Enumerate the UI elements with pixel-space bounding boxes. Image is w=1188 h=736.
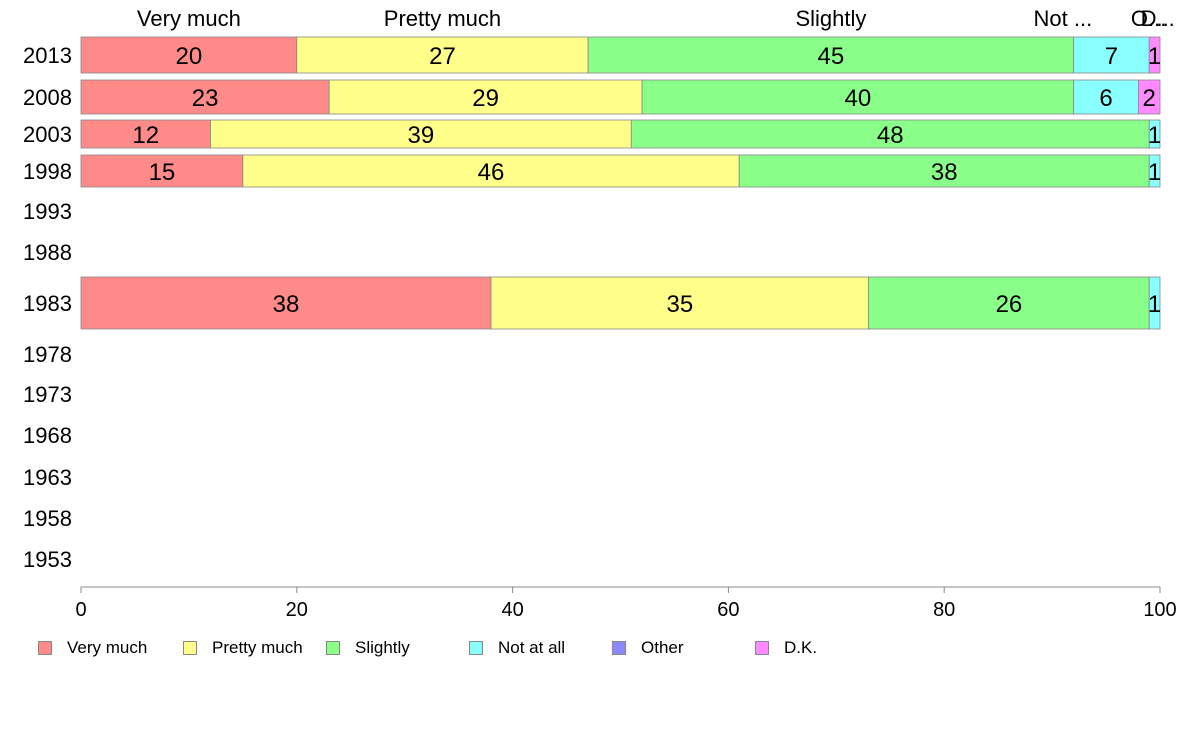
year-label-2003: 2003 (23, 122, 72, 147)
bar-2008-pretty-much (328, 79, 643, 115)
bar-1998-slightly (738, 154, 1150, 188)
year-label-1988: 1988 (23, 240, 72, 265)
legend-swatch (183, 641, 197, 655)
value-label-1983-0: 38 (273, 291, 300, 318)
value-label-2003-3: 1 (1148, 122, 1161, 149)
bar-2013-not-at-all (1073, 36, 1150, 74)
legend-item-not-at-all: Not at all (469, 638, 565, 658)
bar-2013-slightly (587, 36, 1075, 74)
year-label-1963: 1963 (23, 465, 72, 490)
header-label-4: O... (1131, 6, 1166, 31)
bar-1983-not-at-all (1148, 276, 1161, 330)
value-label-1998-2: 38 (931, 159, 958, 186)
header-label-5: D... (1141, 6, 1175, 31)
year-label-1998: 1998 (23, 159, 72, 184)
header-label-3: Not ... (1034, 6, 1093, 31)
legend-label: Slightly (355, 638, 410, 657)
value-label-1998-0: 15 (149, 159, 176, 186)
bar-2008-slightly (641, 79, 1075, 115)
bar-2008-not-at-all (1073, 79, 1139, 115)
year-label-1953: 1953 (23, 547, 72, 572)
legend-label: Not at all (498, 638, 566, 657)
legend-item-slightly: Slightly (326, 638, 410, 658)
bar-1983-pretty-much (490, 276, 870, 330)
x-tick-label-20: 20 (286, 599, 308, 621)
x-tick-label-40: 40 (501, 599, 523, 621)
year-label-2013: 2013 (23, 43, 72, 68)
value-label-2003-2: 48 (877, 122, 904, 149)
value-label-1983-2: 26 (996, 291, 1023, 318)
x-tick-label-80: 80 (933, 599, 955, 621)
bar-2013-pretty-much (296, 36, 589, 74)
year-label-1983: 1983 (23, 291, 72, 316)
value-label-1983-1: 35 (666, 291, 693, 318)
chart-legend: Very much Pretty much Slightly Not at all Ot… (38, 638, 878, 662)
bar-1998-very-much (80, 154, 244, 188)
legend-label: Very much (67, 638, 148, 657)
bar-1983-very-much (80, 276, 492, 330)
legend-item-other: Other (612, 638, 684, 658)
value-label-2013-1: 27 (429, 43, 456, 70)
value-label-2008-5: 2 (1143, 85, 1156, 112)
value-label-2008-3: 6 (1099, 85, 1112, 112)
header-label-0: Very much (137, 6, 241, 31)
bar-1998-not-at-all (1148, 154, 1161, 188)
legend-swatch (755, 641, 769, 655)
legend-item-d-k-: D.K. (755, 638, 817, 658)
bars-area: 20 27 45 7 1 23 29 40 6 2 12 39 48 1 15 46 38 1 38 35 26 1 (80, 36, 1161, 330)
x-tick-label-0: 0 (75, 599, 86, 621)
header-label-2: Slightly (795, 6, 866, 31)
x-tick-label-60: 60 (717, 599, 739, 621)
legend-item-pretty-much: Pretty much (183, 638, 303, 658)
value-label-1983-3: 1 (1148, 291, 1161, 318)
year-label-2008: 2008 (23, 85, 72, 110)
year-label-1973: 1973 (23, 382, 72, 407)
year-label-1993: 1993 (23, 199, 72, 224)
bar-2008-very-much (80, 79, 330, 115)
value-label-2003-0: 12 (132, 122, 159, 149)
header-label-1: Pretty much (384, 6, 501, 31)
legend-swatch (469, 641, 483, 655)
value-label-2013-2: 45 (818, 43, 845, 70)
value-label-2008-1: 29 (472, 85, 499, 112)
year-label-1978: 1978 (23, 342, 72, 367)
value-label-1998-1: 46 (478, 159, 505, 186)
bar-2013-very-much (80, 36, 298, 74)
bar-2008-d-k- (1138, 79, 1161, 115)
legend-swatch (38, 641, 52, 655)
bar-1983-slightly (868, 276, 1150, 330)
x-axis: 0 20 40 60 80 100 (75, 586, 1177, 621)
legend-label: Other (641, 638, 684, 657)
legend-swatch (326, 641, 340, 655)
value-label-2013-5: 1 (1148, 43, 1161, 70)
legend-swatch (612, 641, 626, 655)
bar-2003-slightly (630, 119, 1150, 149)
bar-2003-not-at-all (1148, 119, 1161, 149)
value-label-2003-1: 39 (408, 122, 435, 149)
value-label-2013-0: 20 (176, 43, 203, 70)
bar-2003-pretty-much (210, 119, 632, 149)
value-label-2008-2: 40 (845, 85, 872, 112)
value-label-1998-3: 1 (1148, 159, 1161, 186)
category-header-labels: Very much Pretty much Slightly Not ... O...D… (137, 6, 1175, 31)
value-label-2013-3: 7 (1105, 43, 1118, 70)
legend-label: Pretty much (212, 638, 303, 657)
bar-2013-d-k- (1148, 36, 1161, 74)
year-label-1958: 1958 (23, 506, 72, 531)
year-label-1968: 1968 (23, 423, 72, 448)
x-tick-label-100: 100 (1143, 599, 1176, 621)
year-axis-labels: 2013 2008 2003 1998 1993 1988 1983 1978 1973 1968… (23, 43, 72, 572)
legend-item-very-much: Very much (38, 638, 147, 658)
value-label-2008-0: 23 (192, 85, 219, 112)
legend-label: D.K. (784, 638, 818, 657)
